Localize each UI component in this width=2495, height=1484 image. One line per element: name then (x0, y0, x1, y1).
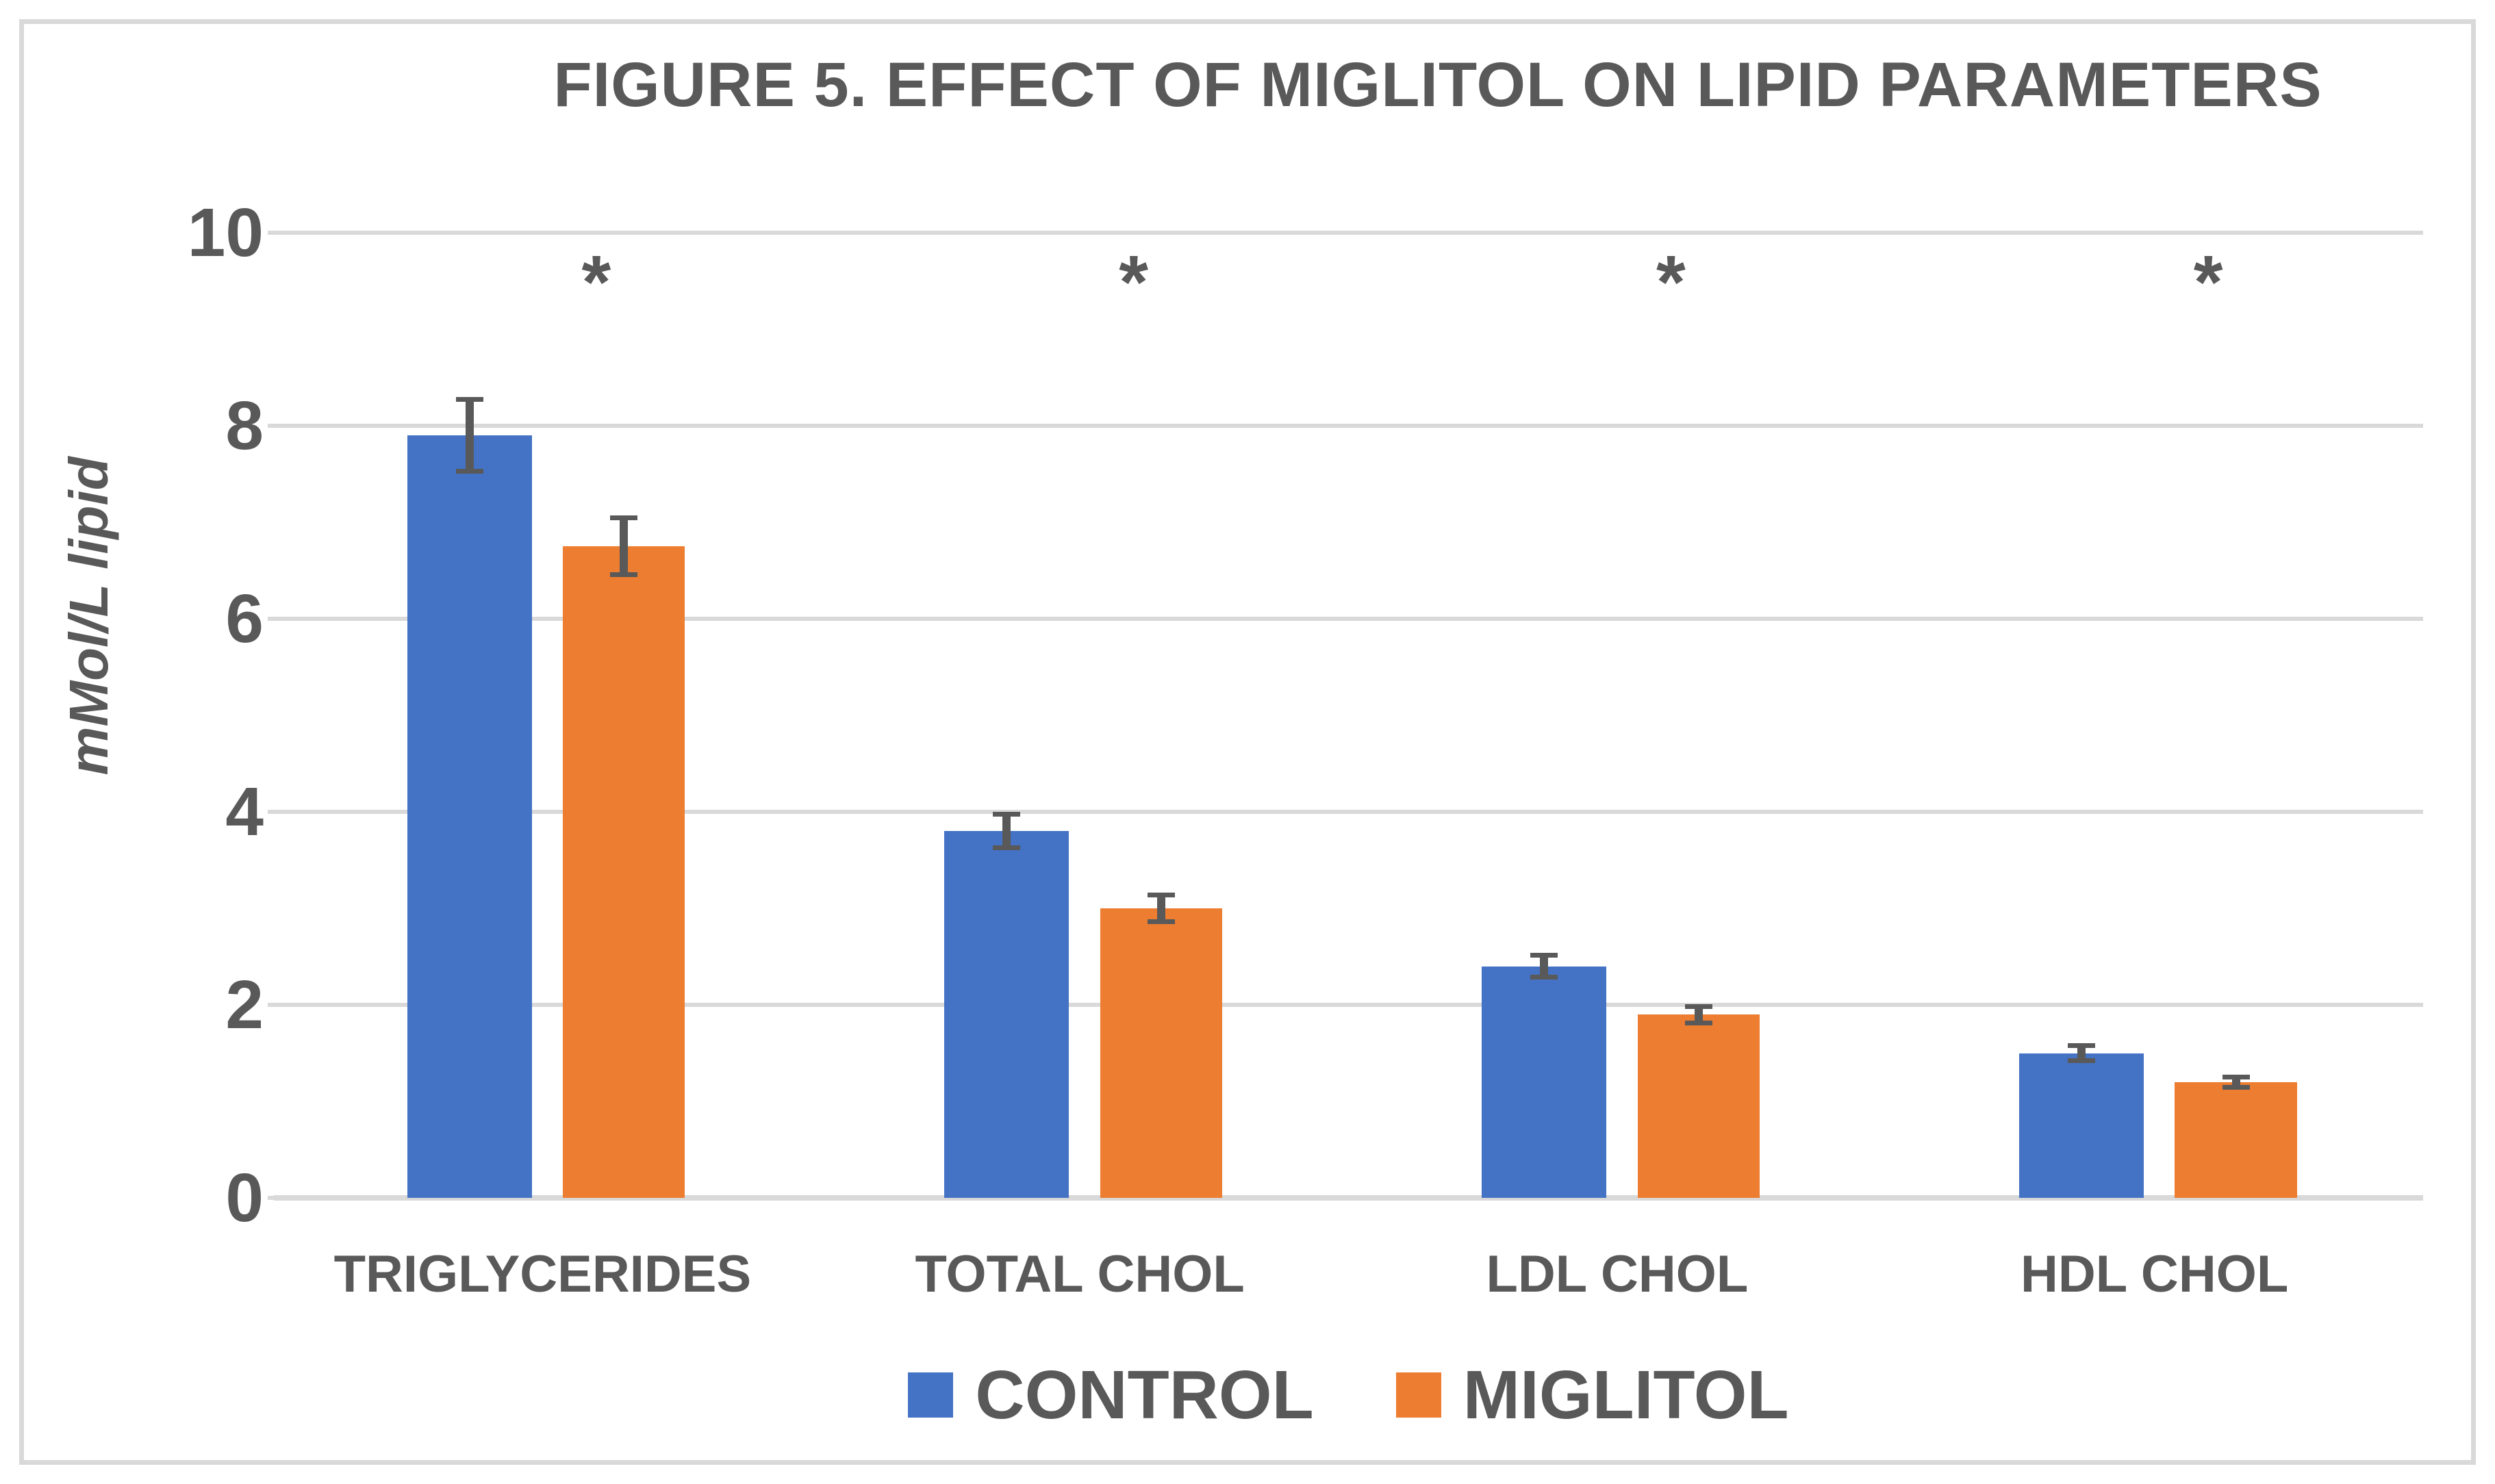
bar-control (407, 435, 532, 1198)
error-bar-cap-bottom (2067, 1058, 2095, 1063)
error-bar-miglitol (1148, 893, 1175, 924)
y-tick-mark (268, 1196, 279, 1200)
y-tick-mark (268, 617, 279, 621)
bar-miglitol (1100, 908, 1223, 1198)
y-tick-mark (268, 231, 279, 235)
error-bar-control (993, 812, 1021, 851)
significance-asterisk: * (1119, 240, 1148, 324)
legend-swatch-control (908, 1372, 954, 1418)
chart-border (19, 19, 2476, 1465)
y-tick-label: 4 (225, 773, 264, 850)
grid-line (274, 1003, 2423, 1007)
grid-line (274, 231, 2423, 235)
legend-swatch-miglitol (1395, 1372, 1441, 1418)
error-bar-cap-top (1148, 893, 1175, 898)
category-group: * (1349, 233, 1886, 1198)
error-bar-miglitol (1684, 1003, 1712, 1025)
bar-miglitol (563, 546, 685, 1198)
error-bar-cap-bottom (1530, 975, 1558, 980)
error-bar-cap-bottom (1684, 1020, 1712, 1025)
bar-miglitol (2175, 1082, 2297, 1198)
legend-label: MIGLITOL (1462, 1357, 1789, 1433)
error-bar-cap-top (2222, 1074, 2250, 1079)
error-bar-cap-bottom (455, 469, 483, 474)
y-tick-label: 10 (187, 194, 264, 271)
error-bar-control (1530, 952, 1558, 980)
error-bar-stem (1157, 893, 1165, 924)
error-bar-miglitol (2222, 1074, 2250, 1090)
y-tick-label: 8 (225, 387, 264, 464)
error-bar-cap-top (455, 396, 483, 402)
grid-line (274, 424, 2423, 428)
category-label: TOTAL CHOL (915, 1245, 1245, 1303)
category-label: HDL CHOL (2021, 1245, 2289, 1303)
plot-area: * * * * (274, 231, 2423, 1201)
error-bar-cap-top (993, 812, 1021, 817)
category-label: TRIGLYCERIDES (333, 1245, 752, 1303)
error-bar-control (455, 396, 483, 474)
category-group: * (274, 233, 811, 1198)
error-bar-cap-top (610, 515, 638, 521)
error-bar-cap-bottom (993, 845, 1021, 851)
grid-line (274, 810, 2423, 814)
legend-label: CONTROL (975, 1357, 1314, 1433)
significance-asterisk: * (1656, 240, 1686, 324)
category-group: * (811, 233, 1349, 1198)
error-bar-cap-top (1684, 1003, 1712, 1009)
grid-line (274, 617, 2423, 621)
error-bar-stem (465, 396, 474, 474)
category-group: * (1886, 233, 2423, 1198)
error-bar-cap-bottom (1148, 919, 1175, 924)
error-bar-stem (620, 515, 629, 578)
legend: CONTROL MIGLITOL (274, 1354, 2423, 1436)
chart-title: FIGURE 5. EFFECT OF MIGLITOL ON LIPID PA… (553, 50, 2322, 120)
significance-asterisk: * (2193, 240, 2223, 324)
error-bar-control (2067, 1043, 2095, 1063)
significance-asterisk: * (581, 240, 611, 324)
legend-item-miglitol: MIGLITOL (1395, 1357, 1789, 1433)
y-tick-label: 0 (225, 1160, 264, 1236)
error-bar-stem (1694, 1003, 1703, 1025)
legend-item-control: CONTROL (908, 1357, 1314, 1433)
error-bar-stem (1002, 812, 1011, 851)
y-tick-mark (268, 424, 279, 428)
bar-control (1482, 966, 1607, 1198)
error-bar-cap-bottom (610, 572, 638, 578)
error-bar-stem (1540, 952, 1549, 980)
y-tick-mark (268, 1003, 279, 1007)
y-tick-label: 6 (225, 580, 264, 657)
bar-control (944, 831, 1069, 1198)
error-bar-cap-bottom (2222, 1085, 2250, 1090)
y-tick-label: 2 (225, 967, 264, 1043)
error-bar-cap-top (1530, 952, 1558, 958)
y-tick-mark (268, 810, 279, 814)
bar-control (2018, 1053, 2144, 1198)
error-bar-miglitol (610, 515, 638, 578)
error-bar-cap-top (2067, 1043, 2095, 1049)
x-axis-line (274, 1195, 2423, 1201)
category-label: LDL CHOL (1486, 1245, 1749, 1303)
bar-miglitol (1637, 1014, 1760, 1198)
error-bar-stem (2077, 1043, 2086, 1063)
